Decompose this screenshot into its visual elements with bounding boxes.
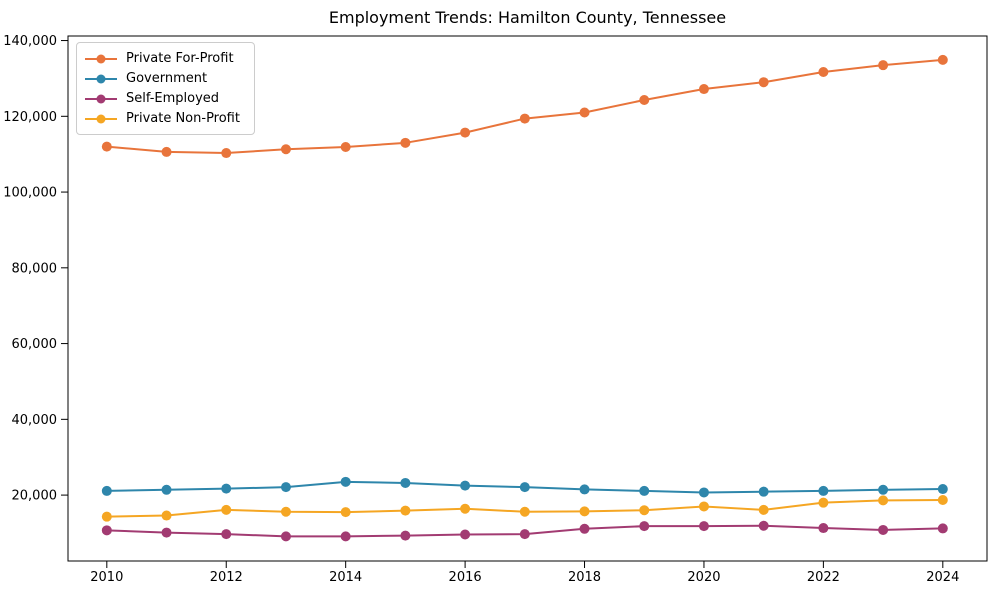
x-tick-label: 2014	[329, 570, 362, 585]
data-point-government	[400, 477, 411, 488]
data-point-self-employed	[221, 529, 232, 540]
data-point-government	[280, 482, 291, 493]
data-point-self-employed	[579, 523, 590, 534]
x-tick-label: 2024	[926, 570, 959, 585]
data-point-private-for-profit	[639, 95, 650, 106]
data-point-private-for-profit	[698, 84, 709, 95]
x-tick-label: 2018	[568, 570, 601, 585]
y-tick-label: 80,000	[12, 261, 58, 276]
data-point-self-employed	[460, 529, 471, 540]
data-point-self-employed	[400, 530, 411, 541]
legend-item: Private Non-Profit	[85, 110, 240, 127]
data-point-private-non-profit	[878, 495, 889, 506]
x-tick-label: 2016	[449, 570, 482, 585]
data-point-private-non-profit	[579, 506, 590, 517]
data-point-government	[758, 486, 769, 497]
data-point-self-employed	[937, 523, 948, 534]
data-point-self-employed	[519, 529, 530, 540]
legend-item-label: Private For-Profit	[126, 51, 234, 66]
legend-item-label: Private Non-Profit	[126, 111, 240, 126]
data-point-private-non-profit	[161, 510, 172, 521]
legend-line-marker-icon	[85, 114, 117, 123]
data-point-private-non-profit	[758, 504, 769, 515]
data-point-private-non-profit	[519, 506, 530, 517]
data-point-government	[460, 480, 471, 491]
data-point-self-employed	[161, 527, 172, 538]
data-point-government	[698, 487, 709, 498]
data-point-self-employed	[878, 524, 889, 535]
data-point-self-employed	[639, 521, 650, 532]
legend-item: Government	[85, 70, 240, 87]
x-tick-label: 2010	[90, 570, 123, 585]
data-point-government	[519, 482, 530, 493]
data-point-private-non-profit	[340, 507, 351, 518]
data-point-government	[221, 483, 232, 494]
data-point-government	[818, 485, 829, 496]
data-point-self-employed	[758, 520, 769, 531]
data-point-private-non-profit	[221, 504, 232, 515]
data-point-government	[878, 484, 889, 495]
legend-line-marker-icon	[85, 54, 117, 63]
chart-title: Employment Trends: Hamilton County, Tenn…	[328, 8, 727, 27]
data-point-private-non-profit	[400, 505, 411, 516]
data-point-private-for-profit	[400, 137, 411, 148]
data-point-government	[639, 485, 650, 496]
data-point-private-non-profit	[818, 497, 829, 508]
data-point-private-non-profit	[698, 501, 709, 512]
data-point-private-for-profit	[579, 107, 590, 118]
y-tick-label: 40,000	[12, 413, 58, 428]
legend-line-marker-icon	[85, 74, 117, 83]
data-point-self-employed	[101, 525, 112, 536]
y-tick-label: 20,000	[12, 489, 58, 504]
data-point-government	[937, 484, 948, 495]
data-point-private-for-profit	[280, 144, 291, 155]
x-tick-label: 2022	[807, 570, 840, 585]
data-point-private-for-profit	[878, 60, 889, 71]
x-tick-label: 2012	[210, 570, 243, 585]
data-point-government	[340, 476, 351, 487]
data-point-private-for-profit	[818, 66, 829, 77]
data-point-self-employed	[698, 521, 709, 532]
legend: Private For-Profit Government Self-Employe…	[76, 42, 255, 135]
data-point-self-employed	[340, 531, 351, 542]
data-point-private-non-profit	[460, 503, 471, 514]
legend-line-marker-icon	[85, 94, 117, 103]
data-point-private-for-profit	[519, 113, 530, 124]
data-point-private-for-profit	[221, 148, 232, 159]
data-point-government	[579, 484, 590, 495]
data-point-private-for-profit	[460, 127, 471, 138]
data-point-government	[101, 485, 112, 496]
legend-item-label: Government	[126, 71, 208, 86]
plot-border	[67, 35, 988, 562]
y-tick-label: 60,000	[12, 337, 58, 352]
y-tick-label: 100,000	[3, 186, 57, 201]
data-point-private-non-profit	[937, 495, 948, 506]
legend-item: Self-Employed	[85, 90, 240, 107]
data-point-self-employed	[818, 523, 829, 534]
legend-item-label: Self-Employed	[126, 91, 220, 106]
data-point-private-for-profit	[758, 77, 769, 88]
x-tick-label: 2020	[687, 570, 720, 585]
y-tick-label: 140,000	[3, 34, 57, 49]
data-point-private-non-profit	[101, 511, 112, 522]
data-point-private-non-profit	[639, 505, 650, 516]
legend-item: Private For-Profit	[85, 50, 240, 67]
data-point-private-for-profit	[937, 54, 948, 65]
data-point-private-for-profit	[101, 141, 112, 152]
y-tick-label: 120,000	[3, 110, 57, 125]
data-point-private-for-profit	[340, 141, 351, 152]
data-point-private-for-profit	[161, 146, 172, 157]
data-point-private-non-profit	[280, 506, 291, 517]
data-point-government	[161, 484, 172, 495]
data-point-self-employed	[280, 531, 291, 542]
